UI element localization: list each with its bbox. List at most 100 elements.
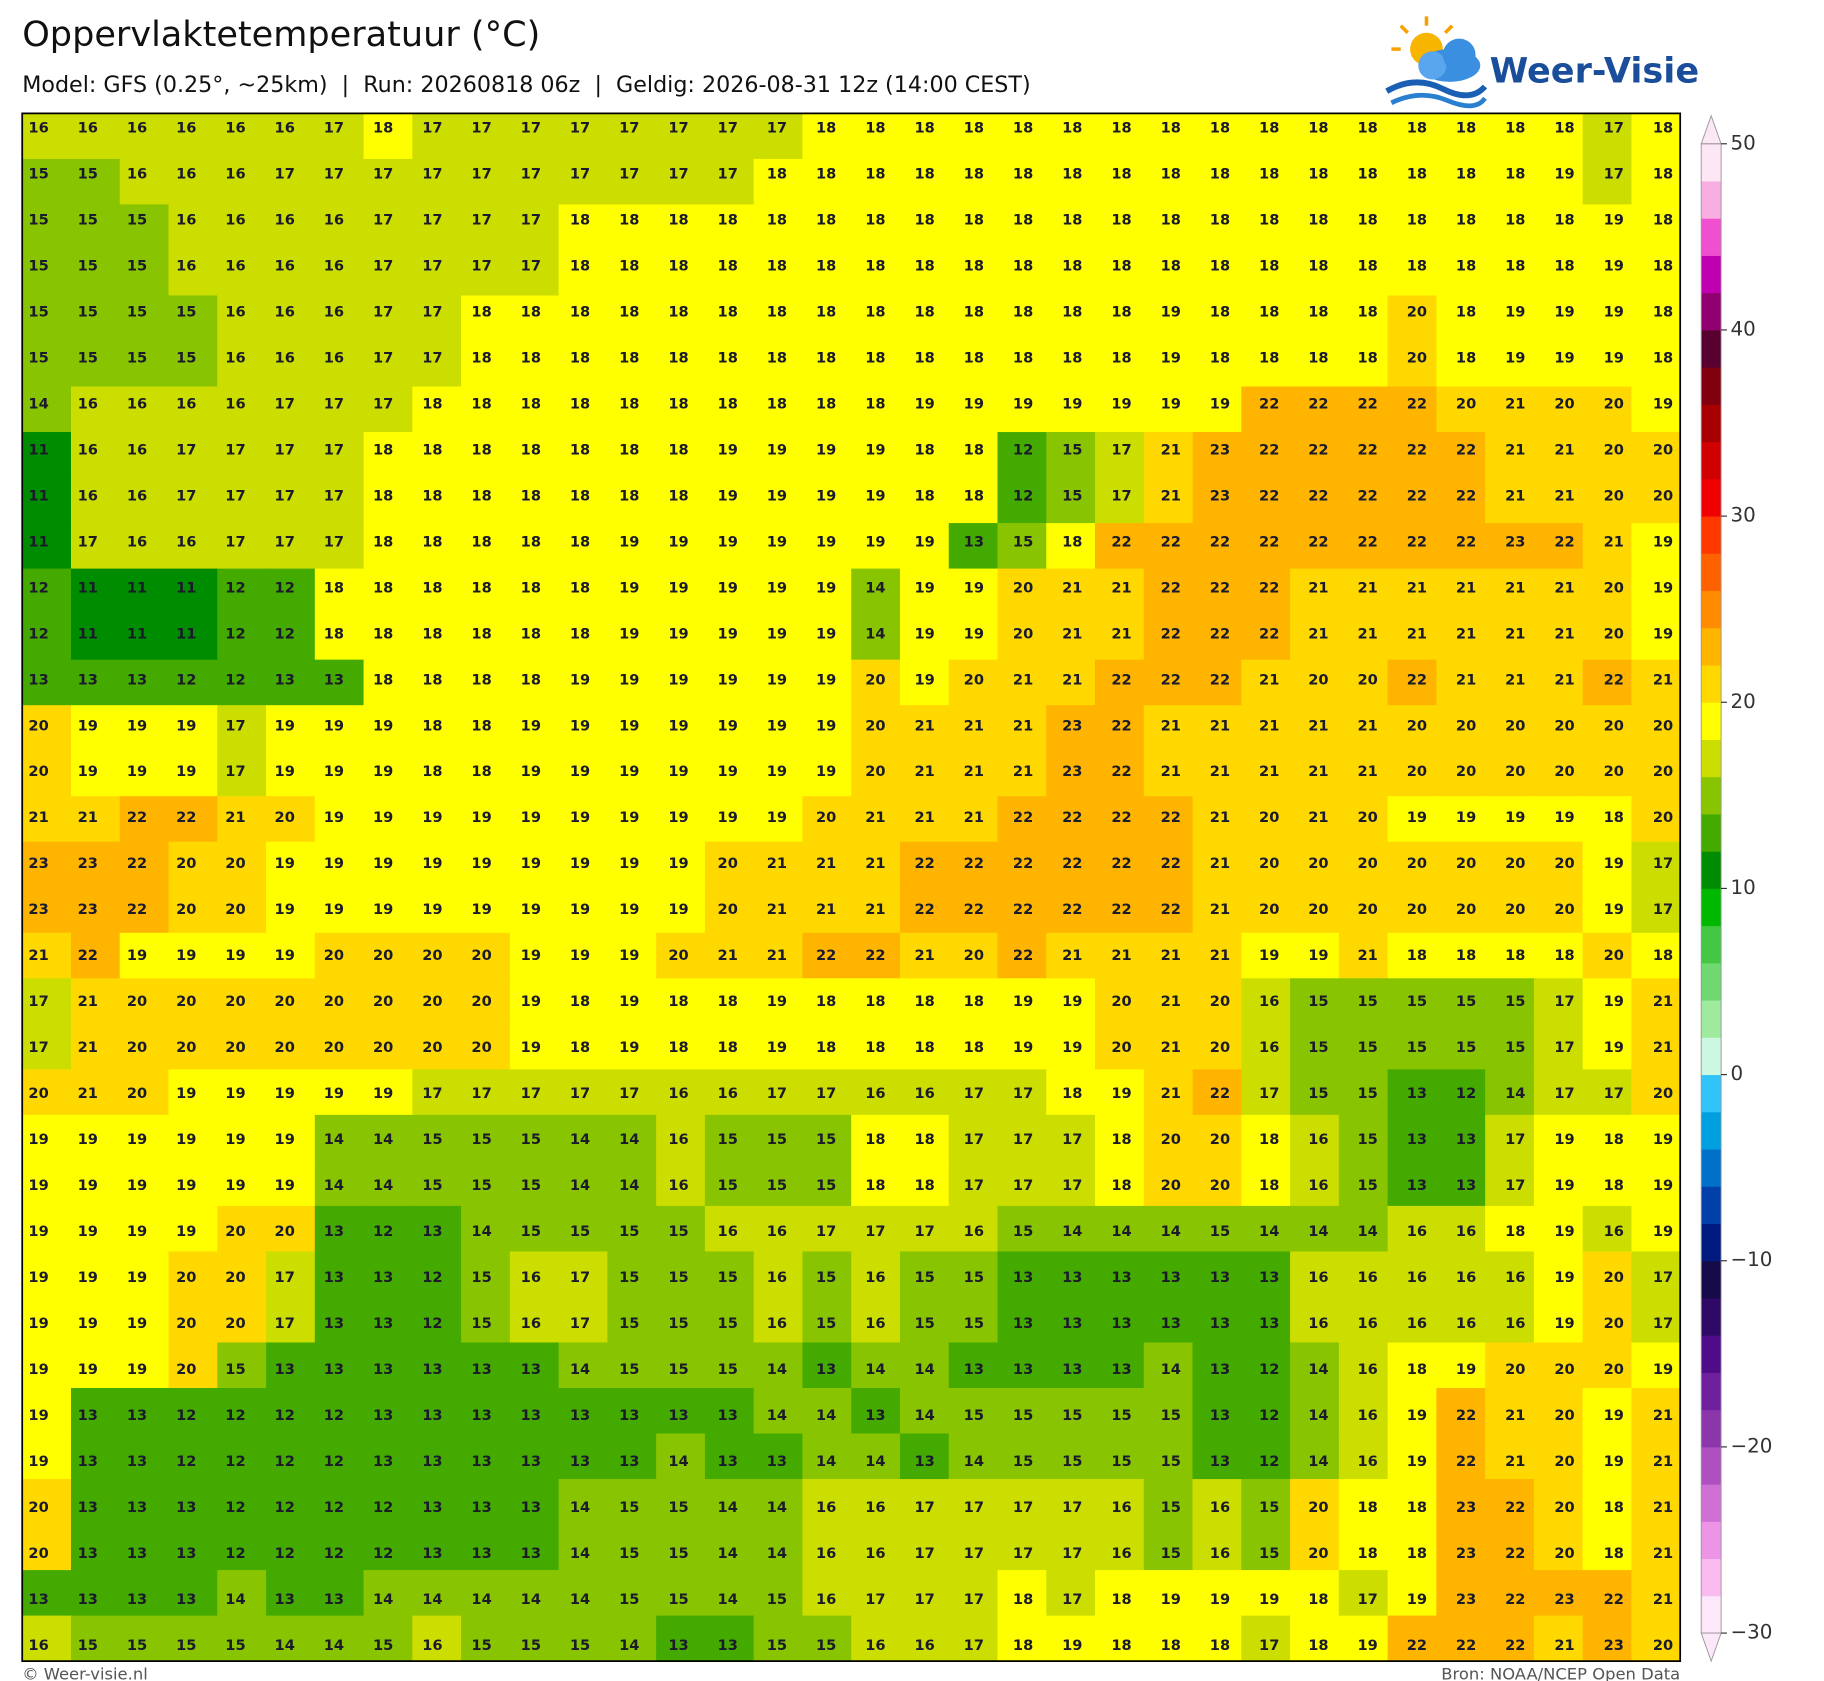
temp-cell [607, 659, 657, 706]
temp-label: 21 [1161, 947, 1181, 964]
temp-label: 21 [816, 901, 836, 918]
temp-cell [70, 249, 121, 297]
temp-label: 19 [127, 1177, 147, 1194]
temp-label: 18 [422, 533, 442, 550]
temp-cell [1143, 249, 1194, 297]
temp-label: 12 [176, 671, 196, 688]
temp-label: 20 [176, 1361, 196, 1378]
temp-cell [1192, 568, 1243, 615]
temp-label: 21 [225, 809, 245, 826]
temp-label: 15 [619, 1499, 639, 1516]
temp-label: 15 [127, 1637, 147, 1654]
temp-label: 20 [1604, 625, 1624, 642]
temp-cell [1533, 158, 1584, 206]
temp-label: 20 [1210, 1177, 1230, 1194]
temp-label: 20 [1604, 763, 1624, 780]
temp-label: 19 [275, 717, 295, 734]
temp-cell [948, 432, 999, 479]
temp-label: 14 [422, 1591, 442, 1608]
temp-label: 19 [1554, 303, 1574, 320]
temp-label: 18 [570, 395, 590, 412]
temp-label: 18 [914, 166, 934, 183]
temp-cell [802, 568, 852, 615]
temp-label: 15 [78, 303, 98, 320]
temp-label: 19 [324, 763, 344, 780]
temp-label: 20 [373, 947, 393, 964]
temp-cell [851, 340, 901, 388]
temp-cell [1046, 614, 1096, 661]
colorbar-band [1701, 925, 1722, 964]
temp-label: 19 [570, 763, 590, 780]
temp-label: 20 [422, 1039, 442, 1056]
temp-label: 16 [1308, 1131, 1328, 1148]
colorbar-bottom-arrow [1700, 1632, 1722, 1663]
temp-cell [1095, 477, 1145, 524]
temp-label: 17 [324, 533, 344, 550]
temp-cell [1436, 204, 1486, 251]
temp-label: 22 [1111, 671, 1131, 688]
temp-label: 19 [373, 763, 393, 780]
temp-cell [1533, 523, 1584, 570]
temp-label: 22 [1308, 533, 1328, 550]
temp-cell [1533, 340, 1584, 388]
temp-label: 16 [1308, 1177, 1328, 1194]
temp-label: 18 [668, 993, 688, 1010]
temp-label: 20 [1554, 855, 1574, 872]
temp-label: 19 [718, 809, 738, 826]
temp-cell [22, 249, 72, 297]
temp-cell [509, 705, 560, 752]
temp-label: 19 [1111, 1085, 1131, 1102]
temp-label: 19 [1604, 1039, 1624, 1056]
colorbar-band [1701, 590, 1722, 629]
temp-cell [22, 386, 72, 433]
temp-label: 19 [1062, 993, 1082, 1010]
temp-cell [704, 523, 755, 570]
colorbar-tick-label: 30 [1730, 504, 1755, 527]
colorbar-tick-label: −20 [1730, 1434, 1772, 1457]
temp-cell [656, 523, 706, 570]
temp-label: 18 [422, 671, 442, 688]
temp-label: 19 [373, 717, 393, 734]
temp-label: 16 [767, 1315, 787, 1332]
temp-label: 14 [570, 1361, 590, 1378]
temp-cell [1485, 340, 1535, 388]
temp-label: 20 [225, 855, 245, 872]
temp-label: 21 [1456, 579, 1476, 596]
temp-label: 15 [225, 1637, 245, 1654]
temp-cell [70, 204, 121, 251]
temp-label: 18 [1456, 258, 1476, 275]
temp-cell [363, 432, 414, 479]
temp-label: 12 [225, 579, 245, 596]
temp-cell [1095, 659, 1145, 706]
temp-label: 15 [718, 1269, 738, 1286]
temp-label: 20 [1111, 993, 1131, 1010]
temp-cell [997, 705, 1047, 752]
temp-label: 20 [1456, 763, 1476, 780]
temp-cell [997, 432, 1047, 479]
temp-label: 21 [1505, 487, 1525, 504]
colorbar-band [1701, 1000, 1722, 1038]
temp-label: 20 [1259, 901, 1279, 918]
temp-label: 19 [816, 671, 836, 688]
temp-label: 15 [521, 1131, 541, 1148]
temp-cell [1046, 340, 1096, 388]
temp-cell [70, 113, 121, 160]
temp-cell [1582, 386, 1633, 433]
temp-cell [363, 295, 414, 342]
colorbar-band [1701, 441, 1722, 480]
temp-label: 19 [619, 625, 639, 642]
temp-cell [851, 432, 901, 479]
temp-label: 16 [275, 258, 295, 275]
temp-cell [997, 659, 1047, 706]
temp-cell [1387, 705, 1438, 752]
colorbar-band [1701, 143, 1722, 182]
temp-cell [753, 158, 804, 206]
temp-cell [363, 568, 414, 615]
temp-label: 18 [471, 533, 491, 550]
temp-label: 18 [1111, 212, 1131, 229]
temp-label: 20 [28, 1545, 48, 1562]
temp-label: 17 [964, 1545, 984, 1562]
temp-cell [314, 340, 365, 388]
temp-cell [1631, 523, 1681, 570]
temp-label: 19 [127, 763, 147, 780]
